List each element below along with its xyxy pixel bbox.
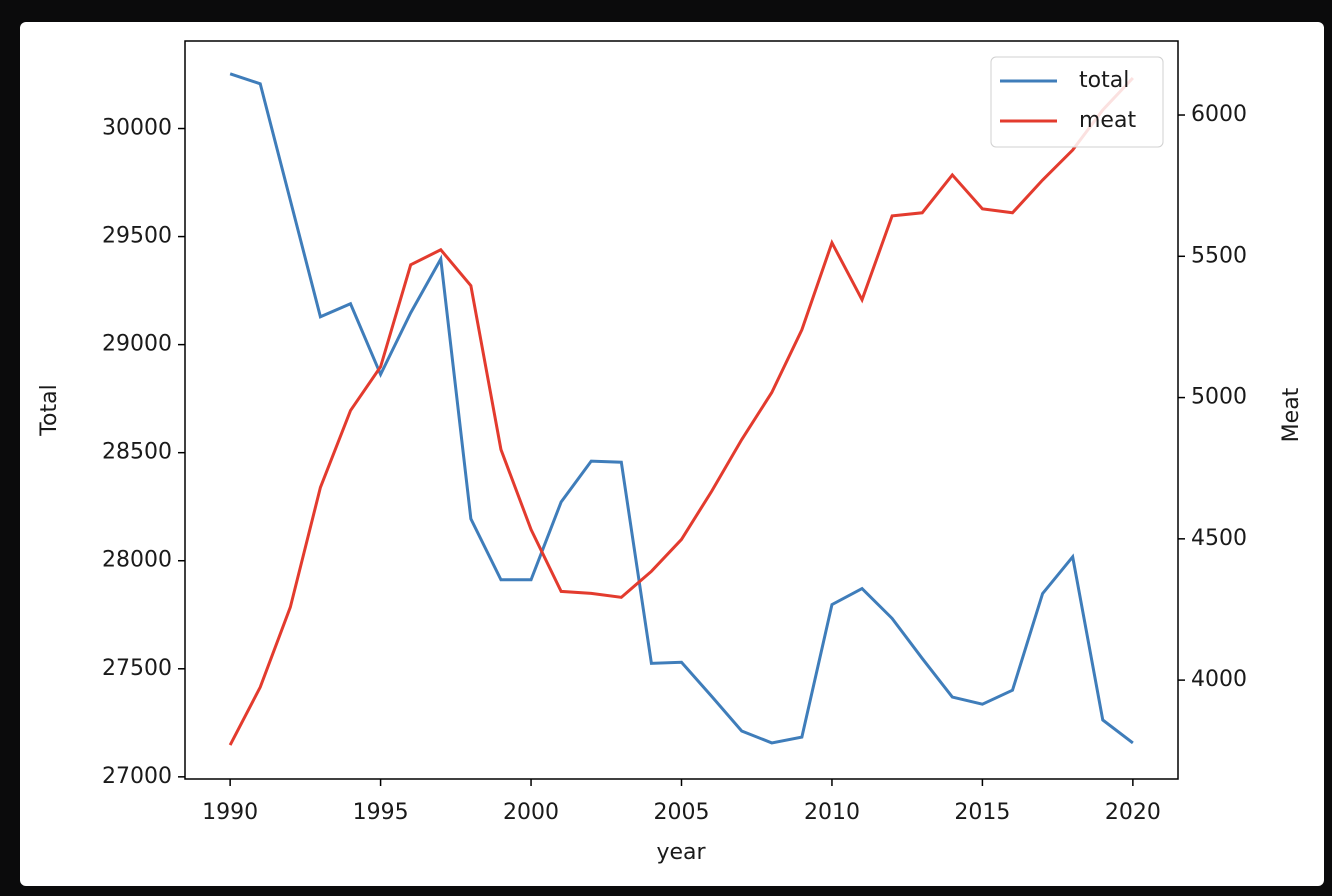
y2-tick-label: 5500 <box>1191 243 1247 268</box>
y2-tick-label: 5000 <box>1191 385 1247 410</box>
legend-label: total <box>1079 68 1129 93</box>
x-tick-label: 2015 <box>954 800 1010 825</box>
y-tick-label: 29000 <box>102 332 172 357</box>
y2-tick-label: 4500 <box>1191 526 1247 551</box>
y-tick-label: 28500 <box>102 440 172 465</box>
x-tick-label: 2005 <box>654 800 710 825</box>
y-axis-label: Total <box>37 384 62 436</box>
y-tick-label: 30000 <box>102 116 172 141</box>
y2-tick-label: 6000 <box>1191 102 1247 127</box>
x-tick-label: 1990 <box>202 800 258 825</box>
x-tick-label: 1995 <box>353 800 409 825</box>
legend-box <box>990 56 1164 148</box>
figure-panel <box>20 22 1324 886</box>
axes-frame <box>184 40 1179 780</box>
data-line <box>228 76 1134 746</box>
y-tick-label: 28000 <box>102 548 172 573</box>
y2-tick-label: 4000 <box>1191 667 1247 692</box>
x-tick-label: 2000 <box>503 800 559 825</box>
y-tick-label: 27000 <box>102 764 172 789</box>
y-tick-label: 29500 <box>102 224 172 249</box>
x-axis-label: year <box>656 840 706 865</box>
x-tick-label: 2010 <box>804 800 860 825</box>
legend-label: meat <box>1079 108 1136 133</box>
y-tick-label: 27500 <box>102 656 172 681</box>
x-tick-label: 2020 <box>1105 800 1161 825</box>
y2-axis-label: Meat <box>1279 387 1304 442</box>
data-line <box>229 72 1134 745</box>
